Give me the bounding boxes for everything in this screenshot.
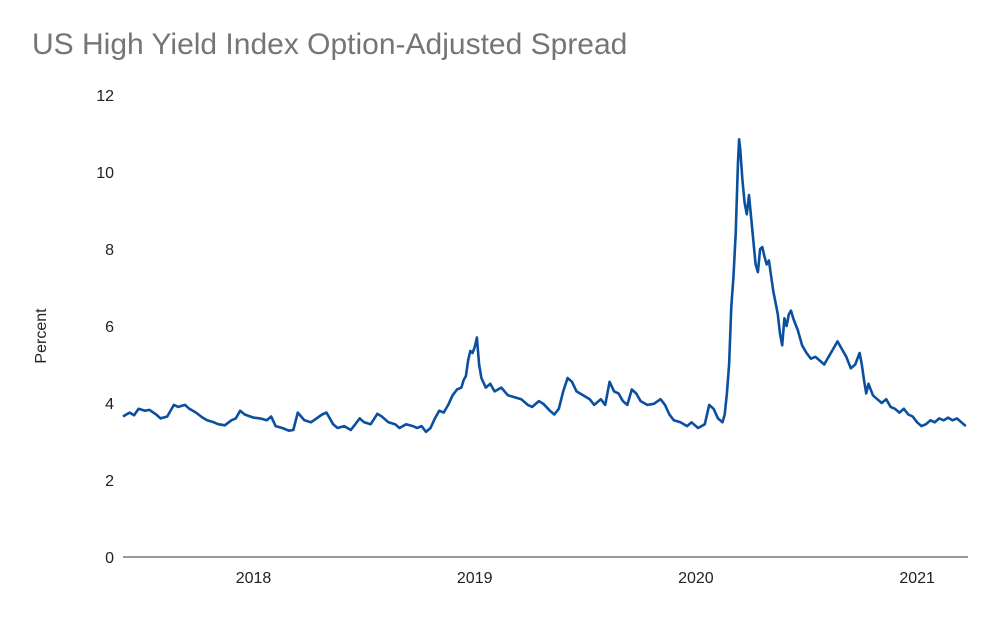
x-tick-label: 2018 [236, 570, 272, 587]
y-tick-label: 8 [105, 242, 114, 259]
y-tick-label: 2 [105, 473, 114, 490]
y-tick-label: 4 [105, 396, 114, 413]
chart-title: US High Yield Index Option-Adjusted Spre… [32, 28, 628, 61]
y-axis-ticks: 0 2 4 6 8 10 12 [96, 88, 114, 567]
x-tick-label: 2020 [678, 570, 714, 587]
y-tick-label: 0 [105, 550, 114, 567]
x-tick-label: 2019 [457, 570, 493, 587]
y-tick-label: 10 [96, 165, 114, 182]
x-axis-ticks: 2018 2019 2020 2021 [236, 570, 935, 587]
series-line [122, 138, 967, 434]
y-tick-label: 12 [96, 88, 114, 105]
y-tick-label: 6 [105, 319, 114, 336]
x-tick-label: 2021 [899, 570, 935, 587]
y-axis-label: Percent [33, 308, 50, 364]
